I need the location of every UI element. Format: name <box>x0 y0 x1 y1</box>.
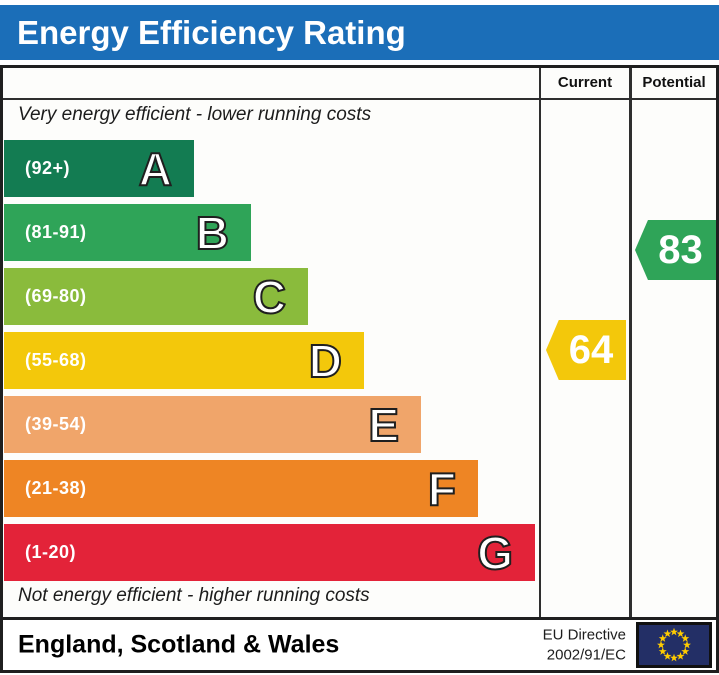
page-title: Energy Efficiency Rating <box>0 5 719 60</box>
current-column-divider <box>539 68 541 617</box>
band-letter: C <box>252 270 287 323</box>
band-row-e: (39-54) E <box>4 396 421 453</box>
rating-table: Current Potential Very energy efficient … <box>0 65 719 620</box>
band-row-b: (81-91) B <box>4 204 251 261</box>
region-label: England, Scotland & Wales <box>18 630 340 659</box>
table-header-row: Current Potential <box>3 68 716 100</box>
band-letter: F <box>427 462 457 515</box>
band-row-f: (21-38) F <box>4 460 478 517</box>
band-range: (55-68) <box>25 350 87 370</box>
eu-directive-line1: EU Directive <box>542 626 626 644</box>
band-range: (1-20) <box>25 542 77 562</box>
potential-rating-marker: 83 <box>635 220 716 280</box>
bottom-caption: Not energy efficient - higher running co… <box>18 585 370 606</box>
footer: England, Scotland & Wales EU Directive 2… <box>0 620 719 673</box>
current-column-header: Current <box>557 74 613 91</box>
band-range: (81-91) <box>25 222 87 242</box>
band-letter: G <box>476 526 514 579</box>
band-letter: A <box>138 142 173 195</box>
potential-column-divider <box>629 68 632 617</box>
band-range: (21-38) <box>25 478 87 498</box>
band-letter: B <box>195 206 230 259</box>
potential-column-header: Potential <box>642 74 706 91</box>
band-range: (92+) <box>25 158 71 178</box>
eu-directive-label: EU Directive 2002/91/EC <box>543 626 626 665</box>
band-letter: E <box>367 398 400 451</box>
band-range: (69-80) <box>25 286 87 306</box>
potential-rating-value: 83 <box>658 227 703 272</box>
band-range: (39-54) <box>25 414 87 434</box>
eu-directive-line2: 2002/91/EC <box>546 646 626 663</box>
top-caption: Very energy efficient - lower running co… <box>18 104 372 125</box>
page-title-text: Energy Efficiency Rating <box>17 14 406 51</box>
eu-flag-icon <box>636 622 712 668</box>
band-row-a: (92+) A <box>4 140 194 197</box>
band-row-g: (1-20) G <box>4 524 535 581</box>
band-row-d: (55-68) D <box>4 332 364 389</box>
current-rating-marker: 64 <box>546 320 626 380</box>
band-letter: D <box>308 334 343 387</box>
band-row-c: (69-80) C <box>4 268 308 325</box>
current-rating-value: 64 <box>568 327 614 372</box>
